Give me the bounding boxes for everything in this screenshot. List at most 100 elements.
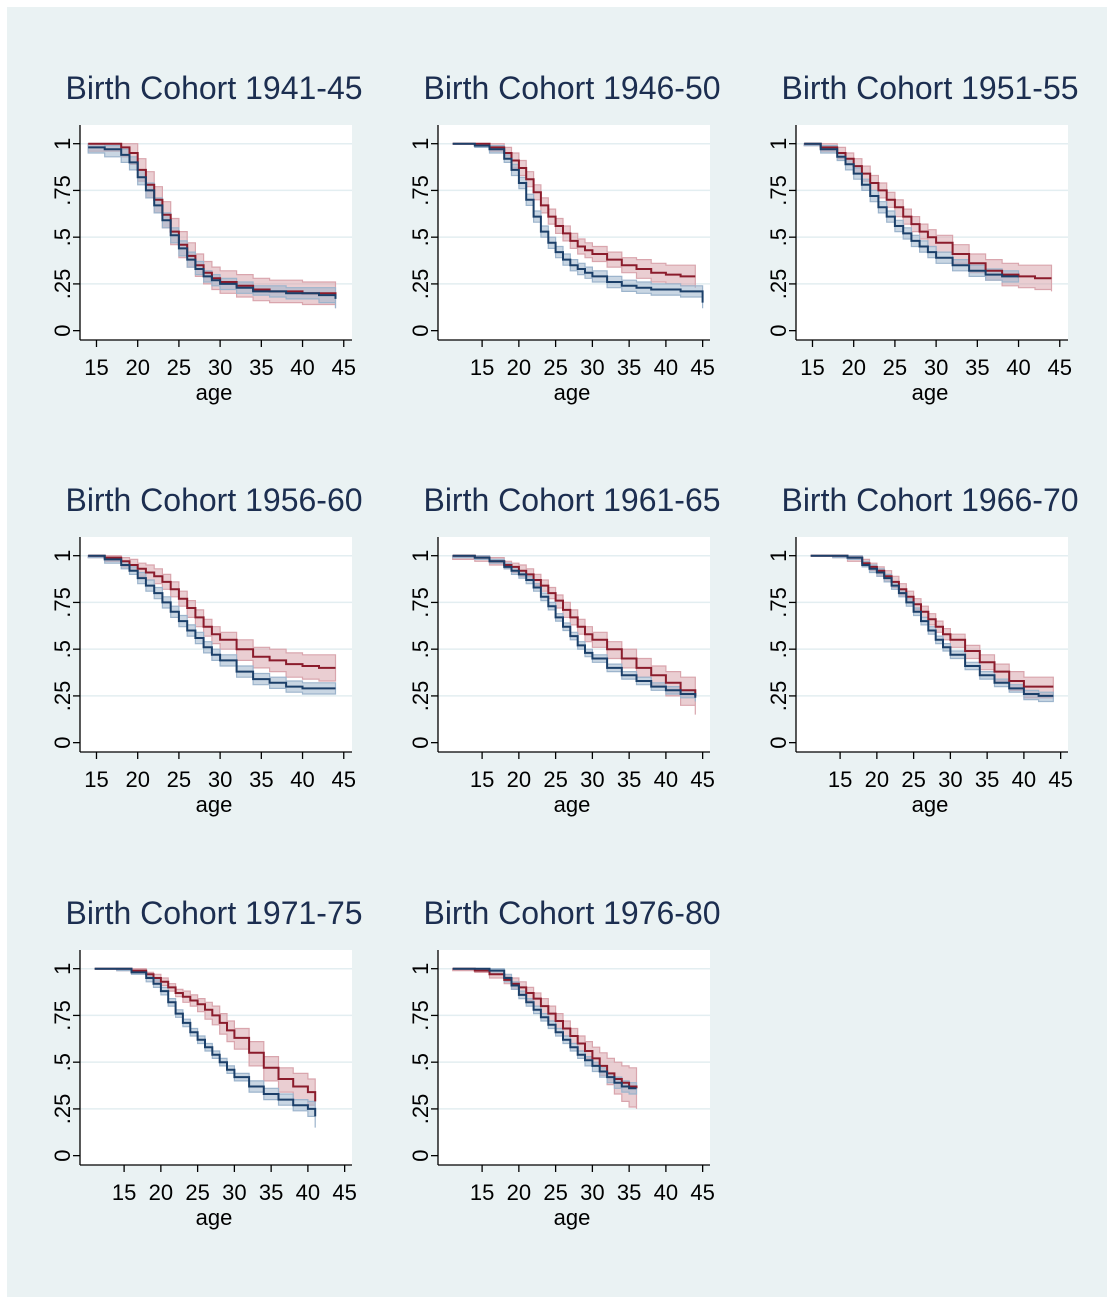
y-tick-label: .75 (766, 175, 791, 206)
x-tick-label: 20 (865, 767, 889, 792)
x-tick-label: 45 (1048, 355, 1072, 380)
y-tick-label: 1 (408, 550, 433, 562)
x-tick-label: 25 (167, 767, 191, 792)
y-tick-label: .25 (50, 1094, 75, 1125)
y-tick-label: 0 (50, 1150, 75, 1162)
x-axis-title: age (912, 792, 949, 817)
x-tick-label: 35 (965, 355, 989, 380)
chart-panel-4: 0 .25 .5 .75 1 15 20 25 30 35 40 45 age Birth Cohort … (50, 482, 363, 817)
x-tick-label: 30 (208, 767, 232, 792)
chart-title: Birth Cohort 1961-65 (423, 482, 720, 518)
x-tick-label: 45 (332, 1180, 356, 1205)
y-tick-label: 1 (50, 138, 75, 150)
y-tick-label: .25 (50, 269, 75, 300)
y-tick-label: .25 (766, 681, 791, 712)
x-tick-label: 40 (290, 767, 314, 792)
x-tick-label: 40 (296, 1180, 320, 1205)
y-tick-label: .5 (408, 640, 433, 658)
figure-panel: 0 .25 .5 .75 1 15 20 25 30 35 40 45 age Birth Cohort … (7, 7, 1107, 1297)
x-axis-title: age (912, 380, 949, 405)
chart-panel-6: 0 .25 .5 .75 1 15 20 25 30 35 40 45 age Birth Cohort … (766, 482, 1079, 817)
x-tick-label: 40 (1012, 767, 1036, 792)
series-blue-ci-band (803, 143, 1020, 283)
y-tick-label: .75 (50, 587, 75, 618)
series-red-ci-band (87, 555, 337, 682)
y-tick-label: 1 (50, 963, 75, 975)
x-tick-label: 45 (690, 1180, 714, 1205)
series-blue-line (452, 554, 697, 698)
plot-area (80, 537, 352, 752)
series-blue-line (810, 554, 1054, 697)
x-tick-label: 35 (259, 1180, 283, 1205)
chart-title: Birth Cohort 1941-45 (65, 70, 362, 106)
y-tick-label: .5 (408, 228, 433, 246)
x-tick-label: 20 (507, 1180, 531, 1205)
x-axis-title: age (554, 1205, 591, 1230)
x-tick-label: 35 (249, 355, 273, 380)
y-tick-label: .75 (766, 587, 791, 618)
y-tick-label: .25 (408, 1094, 433, 1125)
x-tick-label: 25 (883, 355, 907, 380)
chart-title: Birth Cohort 1946-50 (423, 70, 720, 106)
x-tick-label: 45 (332, 355, 356, 380)
y-tick-label: .5 (766, 640, 791, 658)
y-tick-label: .25 (408, 681, 433, 712)
y-tick-label: .5 (408, 1053, 433, 1071)
chart-panel-2: 0 .25 .5 .75 1 15 20 25 30 35 40 45 age Birth Cohort … (408, 70, 721, 405)
series-blue-ci-band (94, 968, 316, 1128)
x-tick-label: 35 (617, 767, 641, 792)
series-red-line (88, 554, 336, 669)
x-tick-label: 15 (828, 767, 852, 792)
x-tick-label: 45 (690, 767, 714, 792)
y-tick-label: 1 (50, 550, 75, 562)
series-blue-line (452, 142, 704, 303)
y-tick-label: 1 (766, 138, 791, 150)
x-axis-title: age (196, 380, 233, 405)
x-tick-label: 40 (654, 767, 678, 792)
x-tick-label: 40 (290, 355, 314, 380)
x-tick-label: 20 (507, 355, 531, 380)
y-tick-label: 0 (50, 325, 75, 337)
y-tick-label: .5 (50, 1053, 75, 1071)
y-tick-label: .25 (50, 681, 75, 712)
x-tick-label: 15 (84, 767, 108, 792)
x-tick-label: 15 (112, 1180, 136, 1205)
y-tick-label: 1 (408, 963, 433, 975)
x-tick-label: 40 (654, 355, 678, 380)
plot-area (796, 537, 1068, 752)
x-tick-label: 30 (580, 1180, 604, 1205)
x-axis-title: age (196, 792, 233, 817)
chart-panel-8: 0 .25 .5 .75 1 15 20 25 30 35 40 45 age Birth Cohort … (408, 895, 721, 1230)
chart-title: Birth Cohort 1976-80 (423, 895, 720, 931)
plot-area (438, 537, 710, 752)
x-tick-label: 40 (1006, 355, 1030, 380)
x-tick-label: 30 (580, 767, 604, 792)
x-tick-label: 25 (185, 1180, 209, 1205)
series-blue-line (804, 142, 1019, 278)
y-tick-label: 1 (766, 550, 791, 562)
x-tick-label: 30 (222, 1180, 246, 1205)
y-tick-label: 0 (408, 325, 433, 337)
series-blue-line (88, 554, 336, 690)
plot-area (438, 950, 710, 1165)
x-tick-label: 15 (470, 767, 494, 792)
series-red-line (804, 142, 1052, 280)
x-tick-label: 20 (841, 355, 865, 380)
x-tick-label: 25 (901, 767, 925, 792)
y-tick-label: .75 (408, 1000, 433, 1031)
x-tick-label: 25 (167, 355, 191, 380)
x-tick-label: 35 (249, 767, 273, 792)
chart-title: Birth Cohort 1971-75 (65, 895, 362, 931)
y-tick-label: 0 (408, 737, 433, 749)
chart-panel-5: 0 .25 .5 .75 1 15 20 25 30 35 40 45 age Birth Cohort … (408, 482, 721, 817)
x-tick-label: 25 (543, 1180, 567, 1205)
chart-panel-3: 0 .25 .5 .75 1 15 20 25 30 35 40 45 age Birth Cohort … (766, 70, 1079, 405)
km-survival-panels: 0 .25 .5 .75 1 15 20 25 30 35 40 45 age Birth Cohort … (50, 70, 1079, 1230)
x-tick-label: 35 (617, 355, 641, 380)
x-tick-label: 30 (938, 767, 962, 792)
y-tick-label: 0 (408, 1150, 433, 1162)
y-tick-label: .5 (50, 640, 75, 658)
x-tick-label: 20 (507, 767, 531, 792)
x-tick-label: 30 (580, 355, 604, 380)
x-tick-label: 45 (690, 355, 714, 380)
